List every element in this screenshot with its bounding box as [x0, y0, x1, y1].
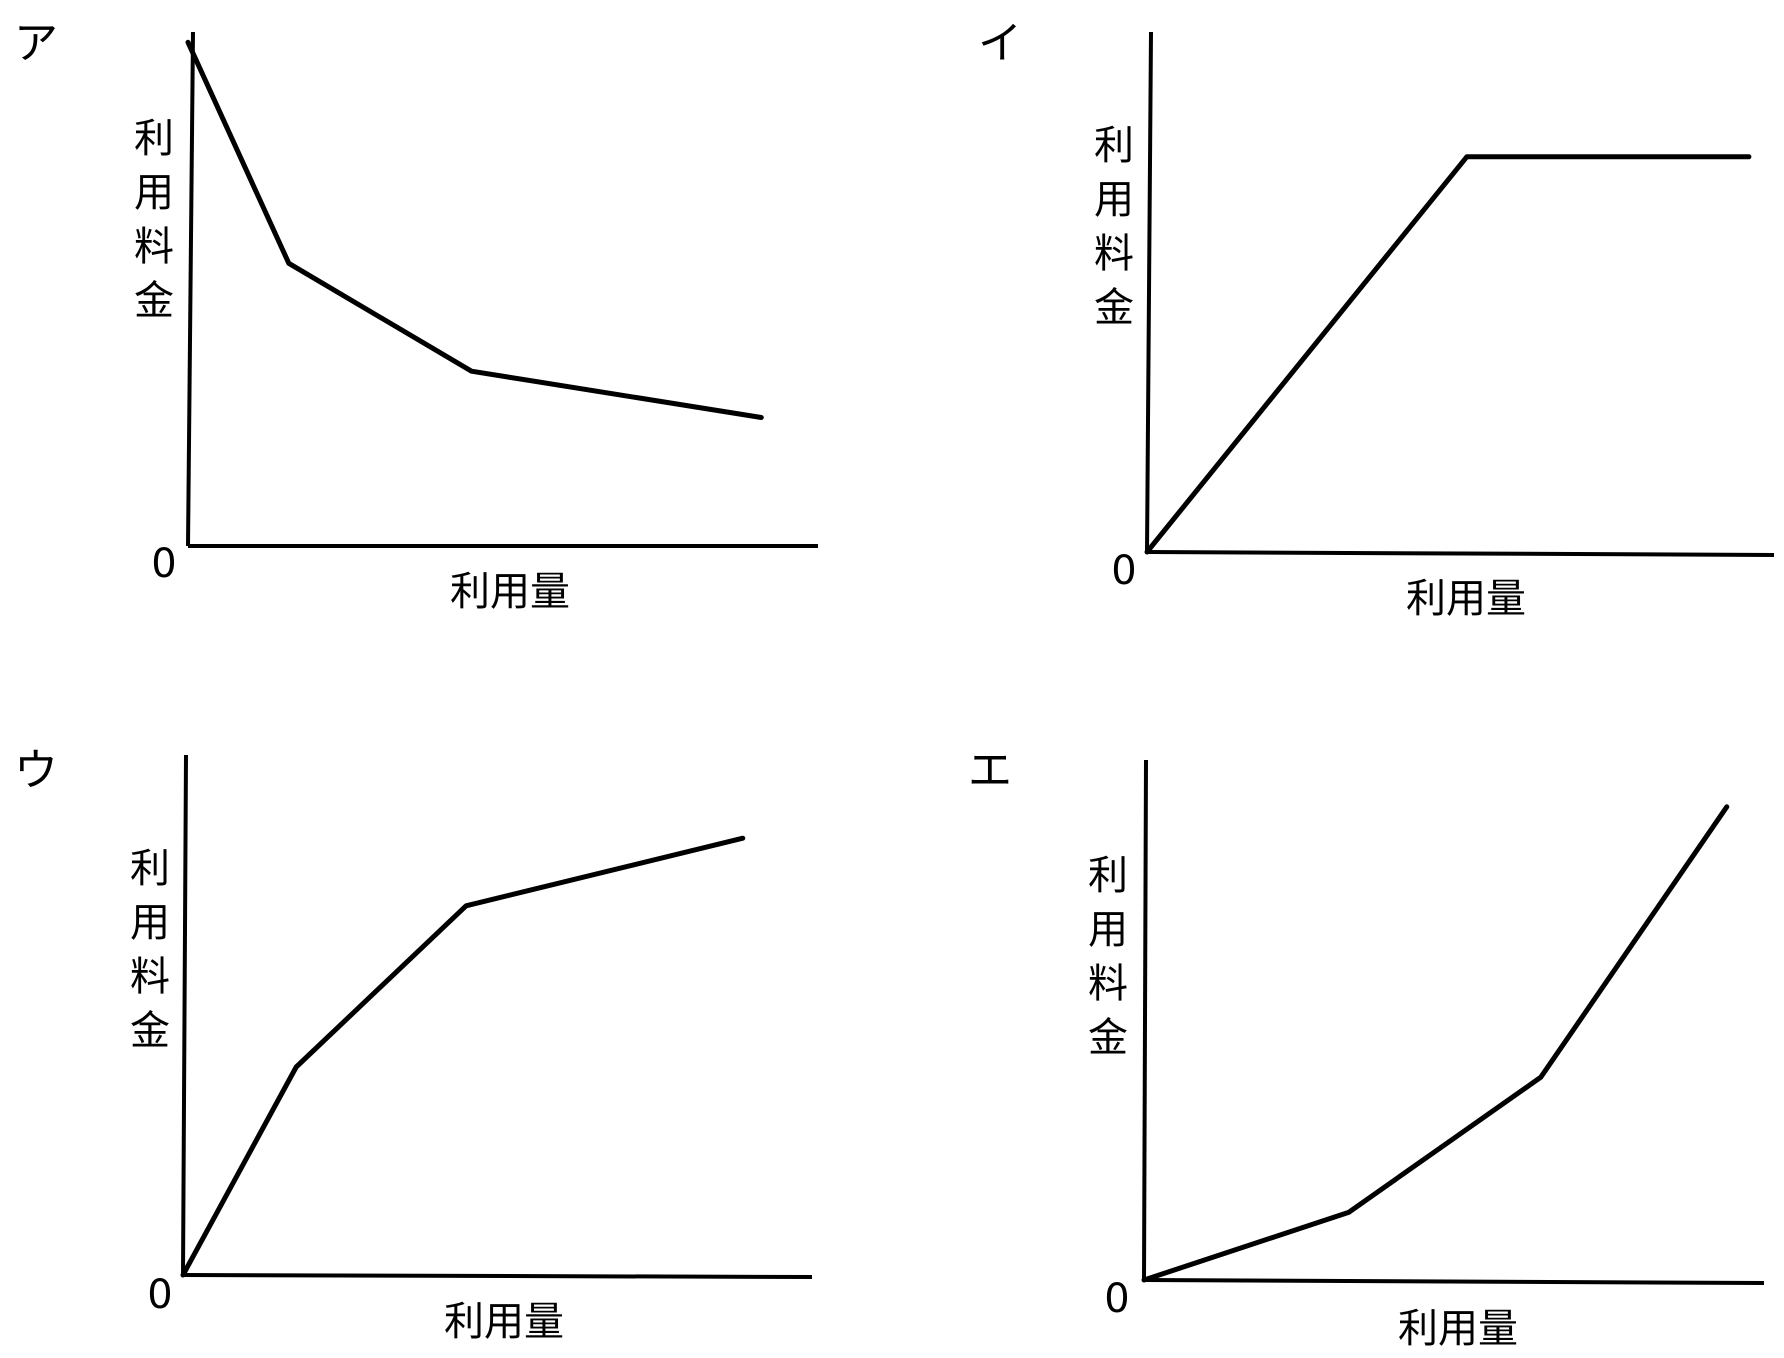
origin-label: 0	[1104, 1276, 1129, 1322]
x-axis	[1146, 550, 1775, 557]
chart-panel-a: ア 利用料金 0 利用量	[14, 18, 818, 615]
origin-label: 0	[147, 1272, 172, 1318]
panel-label: エ	[968, 745, 1012, 796]
series-line	[1144, 154, 1752, 555]
x-axis-label: 利用量	[444, 1299, 564, 1345]
panel-label: イ	[978, 18, 1022, 69]
chart-panel-u: ウ 利用料金 0 利用量	[14, 745, 813, 1345]
y-axis-label: 利用料金	[127, 117, 173, 333]
series-line	[180, 835, 746, 1278]
y-axis	[186, 31, 195, 547]
chart-panel-e: エ 利用料金 0 利用量	[968, 745, 1765, 1352]
panel-label: ウ	[14, 745, 58, 796]
series-line	[185, 39, 764, 420]
x-axis-label: 利用量	[450, 569, 570, 615]
y-axis-label: 利用料金	[1087, 124, 1133, 340]
y-axis	[1145, 31, 1153, 553]
x-axis-label: 利用量	[1406, 576, 1526, 622]
y-axis	[1142, 759, 1148, 1281]
y-axis-label: 利用料金	[123, 847, 169, 1063]
y-axis	[181, 754, 188, 1276]
panel-label: ア	[14, 18, 58, 69]
origin-label: 0	[151, 541, 176, 587]
chart-panel-i: イ 利用料金 0 利用量	[978, 18, 1775, 622]
series-line	[1141, 804, 1730, 1283]
x-axis	[1143, 1278, 1765, 1285]
y-axis-label: 利用料金	[1081, 854, 1127, 1070]
origin-label: 0	[1111, 548, 1136, 594]
x-axis	[182, 1273, 813, 1279]
x-axis-label: 利用量	[1398, 1306, 1518, 1352]
